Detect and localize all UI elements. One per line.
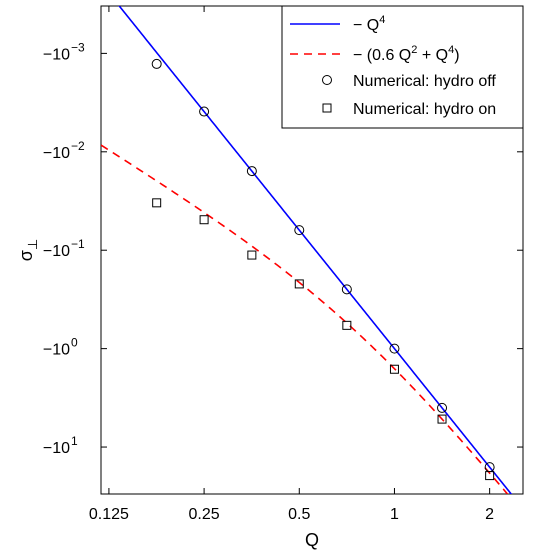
x-tick-label: 2 [485, 506, 494, 523]
legend-label-superscript: 4 [448, 44, 454, 56]
circle-marker [151, 58, 162, 69]
legend-box [281, 5, 524, 129]
y-tick-label-base: −10 [43, 145, 70, 162]
square-marker [485, 471, 495, 481]
x-axis-label: Q [305, 530, 319, 550]
circle-marker [246, 166, 257, 177]
square-marker [437, 414, 447, 424]
series-markers [151, 58, 495, 481]
square-marker [152, 198, 162, 208]
legend-label-text: ) [454, 47, 459, 64]
series-lines [101, 6, 513, 494]
legend-label-text: Numerical: hydro on [353, 101, 496, 118]
y-axis-label: σ⊥ [16, 239, 40, 261]
y-axis-label-main: σ [16, 250, 36, 261]
y-tick-label: −100 [43, 336, 78, 359]
legend-label: − Q4 [353, 14, 385, 34]
legend-label: Numerical: hydro off [353, 73, 496, 90]
legend-label-text: − Q [353, 17, 379, 34]
legend-label: Numerical: hydro on [353, 101, 496, 118]
circle-marker [294, 225, 305, 236]
square-marker [294, 279, 304, 289]
axis-ticks: 0.125 0.25 0.5 1 2−10−3−10−2−10−1−100−101 [43, 6, 523, 523]
circle-marker [389, 343, 400, 354]
y-tick-label-base: −10 [43, 46, 70, 63]
legend-label-text: Numerical: hydro off [353, 73, 496, 90]
legend-label-superscript: 4 [379, 14, 385, 26]
y-tick-label-base: −10 [43, 243, 70, 260]
x-tick-label: 0.125 [89, 506, 129, 523]
x-tick-label: 0.5 [288, 506, 310, 523]
square-marker [247, 250, 257, 260]
legend-label-superscript: 2 [411, 44, 417, 56]
square-marker [342, 320, 352, 330]
x-tick-label: 1 [390, 506, 399, 523]
y-tick-label-exponent: −2 [71, 139, 85, 153]
circle-marker [341, 284, 352, 295]
y-tick-label-exponent: −3 [71, 40, 85, 54]
y-tick-label-exponent: 0 [71, 336, 78, 350]
square-marker [199, 215, 209, 225]
legend-label-text: + Q [417, 47, 448, 64]
legend: − Q4− (0.6 Q2 + Q4)Numerical: hydro offN… [281, 5, 524, 129]
x-tick-label: 0.25 [189, 506, 220, 523]
y-axis-label-subscript: ⊥ [25, 239, 40, 250]
y-tick-label-base: −10 [43, 440, 70, 457]
y-tick-label: −10−2 [43, 139, 85, 162]
y-tick-label: −10−1 [43, 237, 85, 260]
legend-label-text: − (0.6 Q [353, 47, 411, 64]
y-tick-label-base: −10 [43, 342, 70, 359]
legend-circle-marker [322, 75, 332, 85]
y-tick-label-exponent: −1 [71, 237, 85, 251]
legend-square-marker [322, 103, 332, 113]
y-tick-label: −101 [43, 434, 78, 457]
series-line-q2-q4 [101, 144, 509, 494]
circle-marker [437, 402, 448, 413]
y-tick-label: −10−3 [43, 40, 85, 63]
square-marker [389, 364, 399, 374]
y-tick-label-exponent: 1 [71, 434, 78, 448]
series-line-q4 [118, 6, 513, 494]
circle-marker [199, 106, 210, 117]
legend-label: − (0.6 Q2 + Q4) [353, 44, 460, 64]
